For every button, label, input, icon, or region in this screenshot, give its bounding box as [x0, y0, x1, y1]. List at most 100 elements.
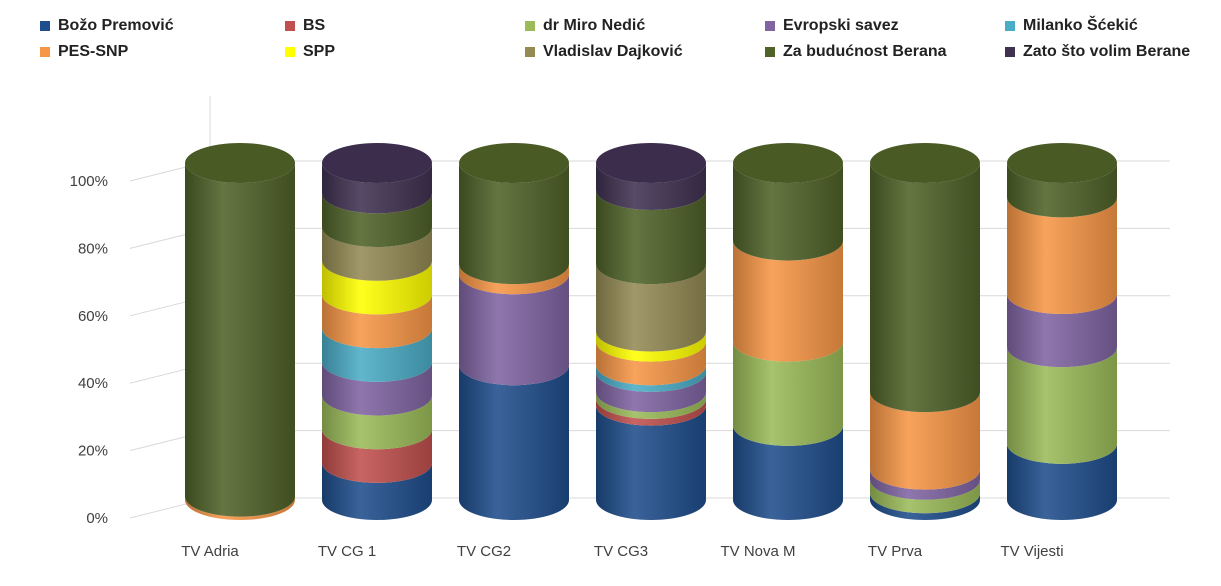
legend-swatch: [525, 47, 535, 57]
segment-vladislav-dajkovic: [596, 264, 706, 352]
segment-za-buducnost-berana: [322, 193, 432, 248]
legend-item-pes-snp: PES-SNP: [40, 43, 128, 61]
bar-top-cap: [185, 143, 295, 183]
legend-item-evropski-savez: Evropski savez: [765, 17, 899, 35]
bar-top-cap: [459, 143, 569, 183]
legend-item-milanko-scekic: Milanko Šćekić: [1005, 17, 1138, 35]
legend-item-zato-sto-volim-berane: Zato što volim Berane: [1005, 43, 1190, 61]
segment-pes-snp: [733, 240, 843, 362]
segment-evropski-savez: [459, 274, 569, 386]
legend-item-spp: SPP: [285, 43, 335, 61]
segment-za-buducnost-berana: [185, 163, 295, 517]
legend-item-dr-miro-nedic: dr Miro Nedić: [525, 17, 645, 35]
x-tick-label: TV CG3: [594, 543, 648, 560]
legend: Božo Premović BS dr Miro Nedić Evropski sav…: [0, 0, 1221, 90]
segment-dr-miro-nedic: [1007, 347, 1117, 464]
legend-swatch: [765, 21, 775, 31]
x-tick-label: TV CG 1: [318, 543, 376, 560]
segment-milanko-scekic: [596, 365, 706, 392]
bar-top-cap: [733, 143, 843, 183]
legend-swatch: [1005, 21, 1015, 31]
segment-evropski-savez: [596, 371, 706, 413]
segment-dr-miro-nedic: [870, 479, 980, 514]
x-tick-label: TV Prva: [868, 543, 923, 560]
segment-bozo-premovic: [459, 365, 569, 520]
segment-spp: [322, 260, 432, 315]
segment-bozo-premovic: [733, 425, 843, 520]
segment-bozo-premovic: [1007, 443, 1117, 520]
legend-swatch: [40, 47, 50, 57]
segment-za-buducnost-berana: [733, 163, 843, 261]
bar-top-cap: [1007, 143, 1117, 183]
legend-item-bozo-premovic: Božo Premović: [40, 17, 174, 35]
segment-dr-miro-nedic: [733, 341, 843, 446]
segment-dr-miro-nedic: [596, 392, 706, 419]
segment-za-buducnost-berana: [596, 189, 706, 285]
legend-item-bs: BS: [285, 17, 325, 35]
segment-evropski-savez: [870, 469, 980, 500]
segment-pes-snp: [870, 392, 980, 490]
legend-label: PES-SNP: [58, 43, 129, 60]
y-tick-label: 0%: [86, 510, 108, 527]
segment-evropski-savez: [1007, 294, 1117, 368]
x-tick-label: TV Vijesti: [1000, 543, 1063, 560]
legend-label: Milanko Šćekić: [1023, 17, 1138, 34]
y-tick-label: 100%: [70, 173, 108, 190]
y-tick-label: 40%: [78, 375, 108, 392]
legend-swatch: [1005, 47, 1015, 57]
segment-bs: [322, 429, 432, 483]
bar-tv-cg3: [596, 143, 706, 520]
bar-tv-cg-1: [322, 143, 432, 520]
segment-bozo-premovic: [870, 493, 980, 520]
legend-swatch: [765, 47, 775, 57]
legend-label: dr Miro Nedić: [543, 17, 646, 34]
legend-label: SPP: [303, 43, 336, 60]
segment-zato-sto-volim-berane: [596, 163, 706, 210]
legend-item-za-buducnost-berana: Za budućnost Berana: [765, 43, 947, 61]
segment-bozo-premovic: [596, 405, 706, 520]
y-tick-label: 60%: [78, 308, 108, 325]
segment-bs: [596, 398, 706, 426]
bar-top-cap: [596, 143, 706, 183]
segment-bozo-premovic: [322, 462, 432, 520]
legend-label: Zato što volim Berane: [1023, 43, 1191, 60]
segment-milanko-scekic: [322, 328, 432, 382]
bar-tv-cg2: [459, 143, 569, 520]
bar-tv-prva: [870, 143, 980, 520]
segment-evropski-savez: [322, 361, 432, 416]
segment-spp: [596, 331, 706, 362]
legend-swatch: [285, 47, 295, 57]
segment-zato-sto-volim-berane: [322, 163, 432, 214]
segment-za-buducnost-berana: [870, 163, 980, 413]
segment-za-buducnost-berana: [1007, 163, 1117, 218]
legend-swatch: [285, 21, 295, 31]
legend-label: Božo Premović: [58, 17, 174, 34]
bar-top-cap: [322, 143, 432, 183]
legend-swatch: [40, 21, 50, 31]
segment-pes-snp: [1007, 197, 1117, 315]
legend-swatch: [525, 21, 535, 31]
legend-label: Za budućnost Berana: [783, 43, 947, 60]
x-tick-label: TV Nova M: [720, 543, 795, 560]
legend-label: Vladislav Dajković: [543, 43, 683, 60]
bar-tv-nova-m: [733, 143, 843, 520]
segment-vladislav-dajkovic: [322, 227, 432, 281]
legend-label: BS: [303, 17, 326, 34]
y-tick-label: 20%: [78, 443, 108, 460]
segment-pes-snp: [459, 264, 569, 295]
x-tick-label: TV Adria: [181, 543, 239, 560]
segment-dr-miro-nedic: [322, 395, 432, 450]
segment-za-buducnost-berana: [459, 163, 569, 285]
segment-pes-snp: [322, 294, 432, 349]
segment-pes-snp: [185, 496, 295, 520]
legend-item-vladislav-dajkovic: Vladislav Dajković: [525, 43, 683, 61]
x-tick-label: TV CG2: [457, 543, 511, 560]
segment-pes-snp: [596, 341, 706, 386]
bar-top-cap: [870, 143, 980, 183]
legend-label: Evropski savez: [783, 17, 899, 34]
bar-tv-adria: [185, 143, 295, 520]
y-tick-label: 80%: [78, 240, 108, 257]
bar-tv-vijesti: [1007, 143, 1117, 520]
